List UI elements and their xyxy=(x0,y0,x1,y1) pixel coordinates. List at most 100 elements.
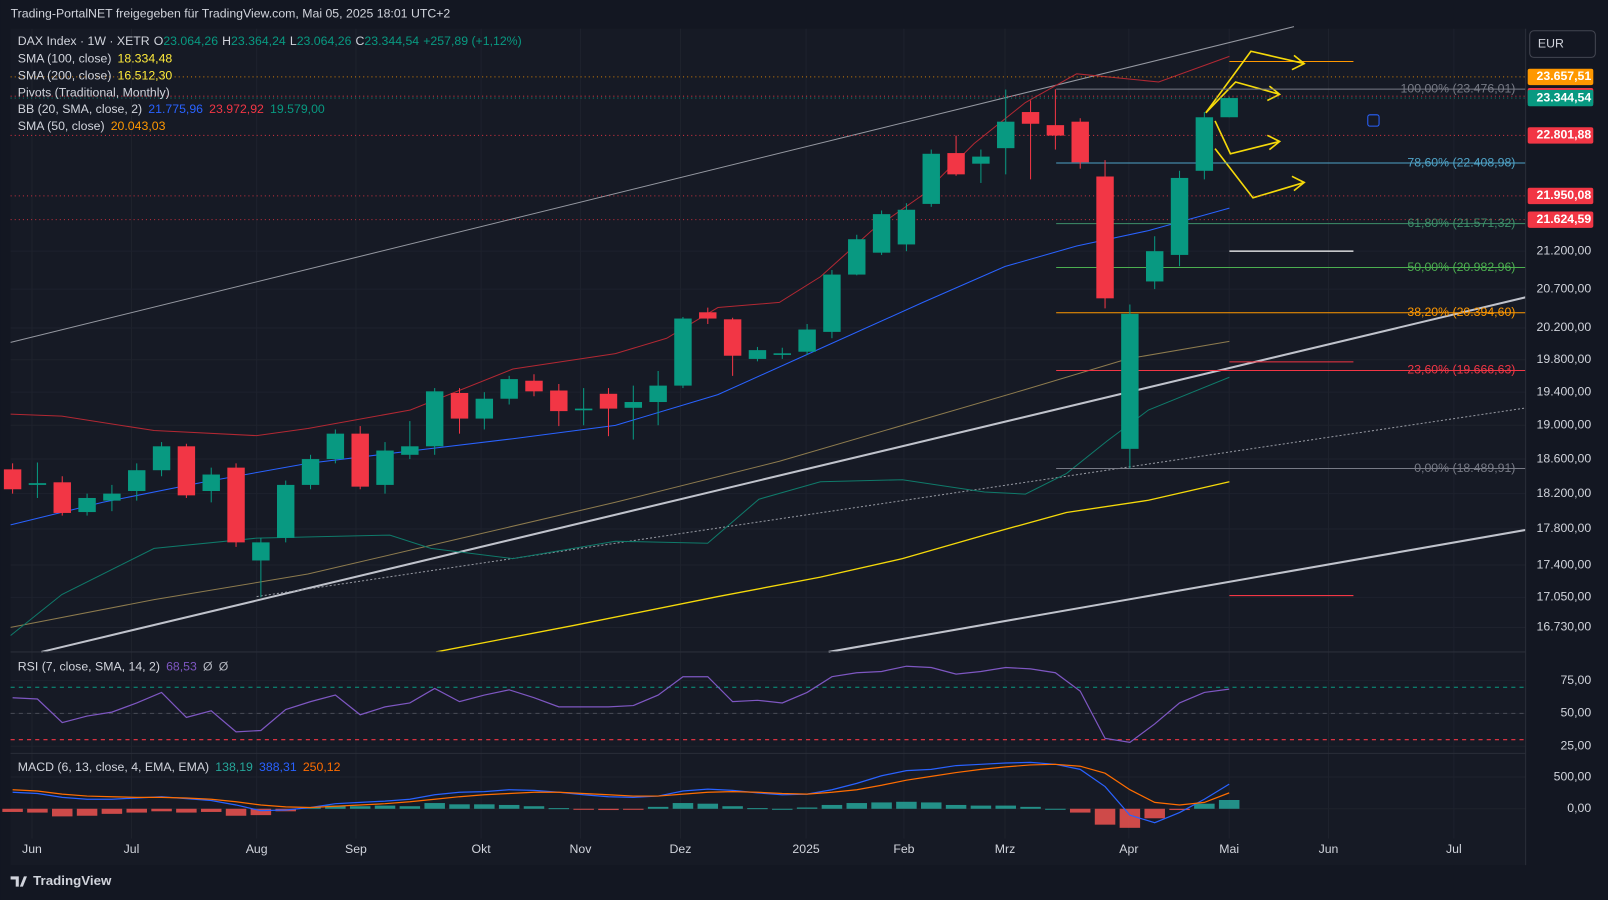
price-tag xyxy=(1527,127,1594,144)
candle-body xyxy=(376,450,394,485)
study-value: 21.775,96 xyxy=(148,102,203,116)
macd-histogram-bar xyxy=(1020,806,1041,809)
macd-histogram-bar xyxy=(300,807,321,809)
macd-histogram-bar xyxy=(1218,799,1240,809)
y-tick-label: 21.200,00 xyxy=(1537,243,1592,257)
macd-histogram-bar xyxy=(821,804,843,809)
study-name: SMA (50, close) xyxy=(18,119,105,133)
study-legend: BB (20, SMA, close, 2) 21.775,96 23.972,92… xyxy=(18,102,325,116)
candle-body xyxy=(798,329,816,352)
y-tick-label: 16.730,00 xyxy=(1537,620,1592,634)
trend-line xyxy=(828,528,1526,653)
candle-body xyxy=(326,433,345,460)
y-tick-label: 75,00 xyxy=(1560,673,1591,687)
study-name: BB (20, SMA, close, 2) xyxy=(18,102,142,116)
macd-histogram-bar xyxy=(424,803,445,809)
ohlc-value: 23.064,26 xyxy=(163,34,218,48)
y-tick-label: 500,00 xyxy=(1554,769,1592,783)
macd-histogram-bar xyxy=(51,808,73,817)
macd-histogram-bar xyxy=(548,808,570,810)
macd-histogram-bar xyxy=(374,805,396,809)
macd-histogram-bar xyxy=(722,806,743,809)
study-name: SMA (200, close) xyxy=(18,69,112,83)
macd-histogram-bar xyxy=(349,806,371,809)
legend-value: 388,31 xyxy=(259,760,297,774)
candle-body xyxy=(872,214,891,253)
x-tick-label: Aug xyxy=(246,842,268,856)
candle-body xyxy=(450,392,469,419)
y-tick-label: 19.800,00 xyxy=(1537,352,1592,366)
macd-histogram-bar xyxy=(920,802,942,809)
arrow xyxy=(1214,120,1282,155)
candle-body xyxy=(723,319,742,356)
candle-body xyxy=(475,398,494,419)
price-tag xyxy=(1527,187,1594,205)
macd-histogram-bar xyxy=(1119,808,1141,828)
macd-histogram-bar xyxy=(176,808,197,813)
candle-body xyxy=(401,446,419,455)
y-tick-label: 0,00 xyxy=(1567,801,1591,815)
price-tag-label: 21.950,08 xyxy=(1537,188,1592,202)
study-legend: SMA (100, close) 18.334,48 xyxy=(18,52,173,66)
macd-histogram-bar xyxy=(399,806,421,809)
y-tick-label: 50,00 xyxy=(1560,706,1591,720)
price-tag-label: 23.657,51 xyxy=(1537,69,1592,83)
macd-histogram-bar xyxy=(101,808,123,814)
macd-histogram-bar xyxy=(697,803,719,809)
candle-body xyxy=(1220,98,1238,118)
y-tick-label: 19.400,00 xyxy=(1537,384,1592,398)
x-tick-label: Sep xyxy=(345,842,367,856)
candle-body xyxy=(997,121,1015,149)
candle-body xyxy=(276,484,295,538)
y-tick-label: 17.050,00 xyxy=(1537,590,1592,604)
candle-body xyxy=(252,542,270,561)
ohlc-key: O xyxy=(154,34,164,48)
header: Trading-PortalNET freigegeben für Tradin… xyxy=(11,7,451,21)
study-value: 20.043,03 xyxy=(111,119,166,133)
symbol: DAX Index · 1W · XETR xyxy=(18,34,150,48)
macd-histogram-bar xyxy=(126,808,147,813)
macd-histogram-bar xyxy=(1045,808,1066,810)
macd-histogram-bar xyxy=(2,808,23,812)
macd-histogram-bar xyxy=(945,804,967,809)
y-tick-label: 18.600,00 xyxy=(1537,451,1592,465)
macd-histogram-bar xyxy=(1094,808,1116,825)
candle-body xyxy=(1071,121,1089,163)
currency-button[interactable] xyxy=(1529,30,1596,58)
y-tick-label: 20.700,00 xyxy=(1537,281,1592,295)
macd-histogram-bar xyxy=(1069,808,1091,813)
currency[interactable]: EUR xyxy=(1538,36,1564,50)
legend-value: Ø xyxy=(219,660,229,674)
macd-histogram-bar xyxy=(1169,808,1190,811)
macd-histogram-bar xyxy=(970,805,992,809)
candle-body xyxy=(1121,313,1139,449)
study-legend: SMA (50, close) 20.043,03 xyxy=(18,119,166,133)
macd-histogram-bar xyxy=(995,805,1016,809)
candle-body xyxy=(748,350,767,359)
macd-histogram-bar xyxy=(1144,808,1165,819)
study-value: 18.334,48 xyxy=(118,52,173,66)
marks: Jun Jul Aug Sep Okt Nov Dez 2025 Feb Mrz Apr Mai Jun… xyxy=(2,34,1594,856)
x-tick-label: Jun xyxy=(1319,842,1339,856)
ohlc-key: C xyxy=(356,34,365,48)
candle-body xyxy=(103,493,121,501)
price-tag xyxy=(1527,89,1594,107)
ohlc-value: 23.344,54 xyxy=(364,34,419,48)
macd-histogram-bar xyxy=(523,806,545,809)
candle-body xyxy=(1145,251,1164,282)
candle-body xyxy=(649,385,667,403)
x-tick-label: 2025 xyxy=(792,842,820,856)
ohlc-key: L xyxy=(290,34,297,48)
candle-body xyxy=(152,446,171,471)
macd-histogram-bar xyxy=(200,808,222,812)
x-tick-label: Dez xyxy=(670,842,692,856)
y-tick-label: 20.200,00 xyxy=(1537,320,1592,334)
price-tag xyxy=(1527,68,1594,86)
x-tick-label: Jul xyxy=(1446,842,1462,856)
candle-body xyxy=(897,209,916,245)
study-legend: Pivots (Traditional, Monthly) xyxy=(18,86,170,100)
macd-histogram-bar xyxy=(772,808,793,810)
candle-body xyxy=(500,379,518,399)
candle-body xyxy=(773,353,791,355)
y-tick-label: 19.000,00 xyxy=(1537,418,1592,432)
